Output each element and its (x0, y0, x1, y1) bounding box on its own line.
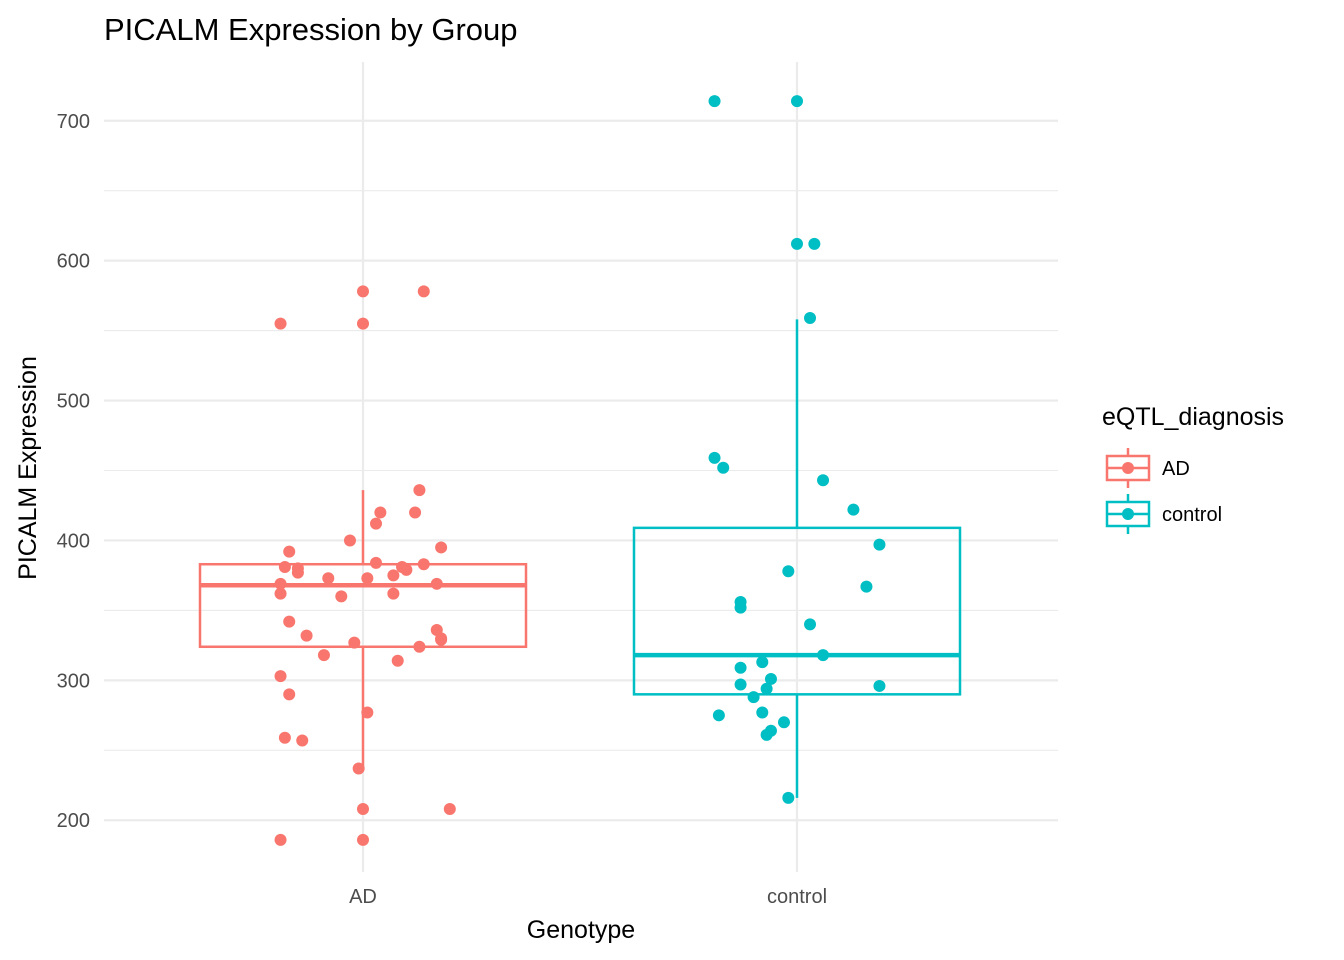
data-point (443, 803, 456, 816)
data-point (413, 484, 426, 497)
data-point (712, 709, 725, 722)
legend-title: eQTL_diagnosis (1102, 403, 1284, 431)
y-axis-title: PICALM Expression (14, 356, 42, 580)
data-point (300, 629, 313, 642)
box-iqr (632, 526, 962, 696)
data-point (317, 649, 330, 662)
data-point (847, 503, 860, 516)
data-point (708, 95, 721, 108)
data-point (387, 587, 400, 600)
data-point (283, 545, 296, 558)
data-point (777, 716, 790, 729)
x-tick-label: control (767, 886, 827, 908)
data-point (760, 682, 773, 695)
legend-key-point (1122, 462, 1134, 474)
y-tick-label: 200 (57, 810, 90, 832)
data-point (361, 706, 374, 719)
data-point (782, 565, 795, 578)
data-point (278, 731, 291, 744)
y-tick-label: 600 (57, 251, 90, 273)
data-point (296, 734, 309, 747)
y-axis-ticks: 200 300 400 500 600 700 (57, 111, 90, 832)
data-point (370, 517, 383, 530)
data-point (782, 791, 795, 804)
data-point (435, 541, 448, 554)
data-point (717, 461, 730, 474)
data-point (278, 561, 291, 574)
data-point (357, 317, 369, 330)
points (274, 95, 886, 846)
chart-title: PICALM Expression by Group (104, 12, 518, 47)
data-point (283, 688, 296, 701)
data-point (352, 762, 365, 775)
data-point (400, 563, 413, 576)
data-point (708, 451, 721, 464)
data-point (387, 569, 400, 582)
data-point (435, 633, 448, 646)
x-tick-label: AD (349, 886, 377, 908)
legend-label: control (1162, 504, 1222, 526)
box-iqr (198, 562, 528, 649)
data-point (374, 506, 387, 519)
y-tick-label: 700 (57, 111, 90, 133)
x-axis-ticks: AD control (349, 886, 827, 908)
data-point (760, 728, 773, 741)
grid-minor (104, 190, 1058, 751)
data-point (283, 615, 296, 628)
data-point (417, 285, 430, 298)
data-point (413, 640, 426, 653)
data-point (361, 572, 374, 585)
data-point (764, 672, 777, 685)
data-point (348, 636, 361, 649)
data-point (274, 833, 287, 846)
x-axis-title: Genotype (527, 916, 635, 944)
data-point (357, 833, 369, 846)
data-point (274, 587, 287, 600)
data-point (370, 556, 383, 569)
y-tick-label: 300 (57, 670, 90, 692)
data-point (873, 538, 886, 551)
data-point (734, 601, 747, 614)
boxes (198, 319, 962, 798)
data-point (860, 580, 873, 593)
data-point (430, 577, 443, 590)
data-point (274, 317, 287, 330)
data-point (343, 534, 356, 547)
data-point (804, 618, 817, 631)
data-point (335, 590, 348, 603)
data-point (409, 506, 422, 519)
data-point (808, 237, 821, 250)
data-point (734, 661, 747, 674)
data-point (322, 572, 335, 585)
data-point (873, 679, 886, 692)
data-point (791, 95, 803, 108)
data-point (417, 558, 430, 571)
legend-label: AD (1162, 458, 1190, 480)
data-point (791, 237, 803, 250)
data-point (274, 670, 287, 683)
data-point (357, 285, 369, 298)
data-point (756, 656, 769, 669)
data-point (747, 691, 760, 704)
legend: eQTL_diagnosis AD control (1102, 403, 1284, 534)
legend-key-point (1122, 508, 1134, 520)
y-tick-label: 500 (57, 391, 90, 413)
y-tick-label: 400 (57, 530, 90, 552)
data-point (756, 706, 769, 719)
data-point (357, 803, 369, 816)
data-point (817, 474, 830, 487)
data-point (391, 654, 404, 667)
data-point (734, 678, 747, 691)
data-point (274, 577, 287, 590)
data-point (817, 649, 830, 662)
data-point (291, 566, 304, 579)
data-point (804, 312, 817, 325)
